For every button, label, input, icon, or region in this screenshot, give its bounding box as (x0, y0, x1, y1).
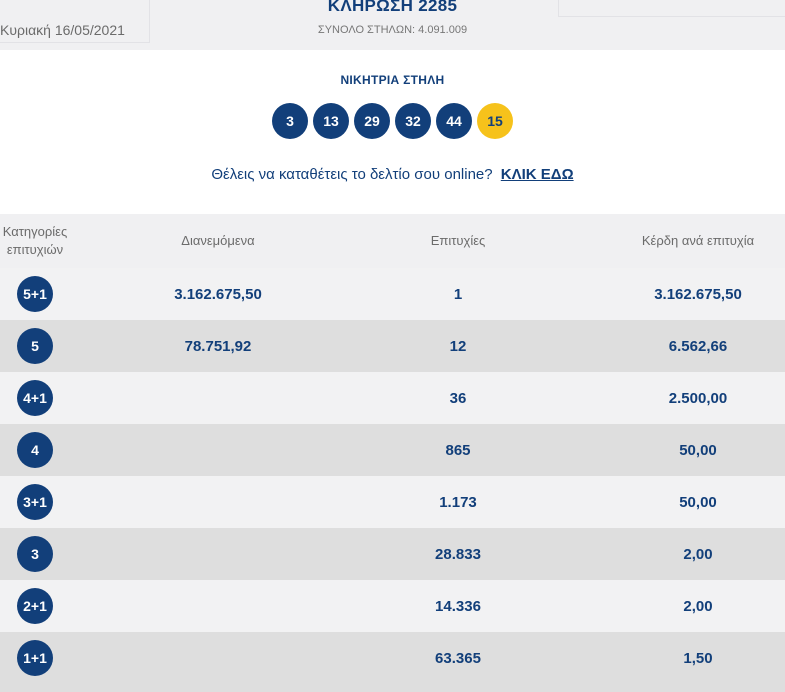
distributed-cell (118, 476, 318, 528)
distributed-cell (118, 632, 318, 684)
header-winners: Επιτυχίες (430, 233, 486, 248)
category-badge: 3 (17, 536, 53, 572)
distributed-cell (118, 424, 318, 476)
header-box-right (558, 0, 785, 17)
winning-numbers: 3 13 29 32 44 15 (0, 103, 785, 139)
click-here-link[interactable]: ΚΛΙΚ ΕΔΩ (500, 166, 574, 183)
category-badge: 2+1 (17, 588, 53, 624)
table-row: 4+1 36 2.500,00 (0, 372, 785, 424)
number-ball: 3 (272, 103, 308, 139)
winners-cell: 63.365 (435, 649, 481, 667)
table-row: 4 865 50,00 (0, 424, 785, 476)
draw-date: Κυριακή 16/05/2021 (0, 22, 125, 38)
distributed-cell: 3.162.675,50 (174, 285, 262, 303)
winners-cell: 12 (449, 337, 467, 355)
number-ball: 13 (313, 103, 349, 139)
distributed-cell: 78.751,92 (184, 337, 252, 355)
prize-cell: 6.562,66 (668, 337, 728, 355)
winners-cell: 36 (449, 389, 467, 407)
table-row: 3 28.833 2,00 (0, 528, 785, 580)
joker-ball: 15 (477, 103, 513, 139)
distributed-cell (118, 528, 318, 580)
winners-cell: 1 (453, 285, 463, 303)
category-badge: 5+1 (17, 276, 53, 312)
table-header: Κατηγορίες επιτυχιών Διανεμόμενα Επιτυχί… (0, 214, 785, 268)
prize-cell: 2.500,00 (668, 389, 728, 407)
table-row: 3+1 1.173 50,00 (0, 476, 785, 528)
table-row: 5+1 3.162.675,50 1 3.162.675,50 (0, 268, 785, 320)
winners-cell: 14.336 (435, 597, 481, 615)
promo-text: Θέλεις να καταθέτεις το δελτίο σου onlin… (211, 166, 493, 183)
date-box (0, 0, 150, 43)
distributed-cell (118, 372, 318, 424)
prize-cell: 1,50 (683, 649, 713, 667)
header-distributed: Διανεμόμενα (181, 233, 255, 248)
draw-title: ΚΛΗΡΩΣΗ 2285 (327, 0, 458, 15)
category-badge: 4+1 (17, 380, 53, 416)
total-columns: ΣΥΝΟΛΟ ΣΤΗΛΩΝ: 4.091.009 (317, 24, 468, 36)
table-row: 2+1 14.336 2,00 (0, 580, 785, 632)
prize-cell: 50,00 (679, 493, 717, 511)
winning-column-title: ΝΙΚΗΤΡΙΑ ΣΤΗΛΗ (340, 73, 445, 87)
header-category: Κατηγορίες επιτυχιών (2, 224, 68, 257)
prize-cell: 50,00 (679, 441, 717, 459)
category-badge: 1+1 (17, 640, 53, 676)
category-badge: 4 (17, 432, 53, 468)
category-badge: 3+1 (17, 484, 53, 520)
prize-cell: 2,00 (683, 545, 713, 563)
header-prize: Κέρδη ανά επιτυχία (641, 233, 755, 248)
winners-cell: 865 (445, 441, 471, 459)
table-row: 5 78.751,92 12 6.562,66 (0, 320, 785, 372)
number-ball: 32 (395, 103, 431, 139)
prize-cell: 3.162.675,50 (654, 285, 742, 303)
online-promo: Θέλεις να καταθέτεις το δελτίο σου onlin… (0, 166, 785, 183)
header-bar: Κυριακή 16/05/2021 ΚΛΗΡΩΣΗ 2285 ΣΥΝΟΛΟ Σ… (0, 0, 785, 50)
distributed-cell (118, 580, 318, 632)
category-badge: 5 (17, 328, 53, 364)
number-ball: 29 (354, 103, 390, 139)
table-row: 1+1 63.365 1,50 (0, 632, 785, 692)
prize-cell: 2,00 (683, 597, 713, 615)
winners-cell: 1.173 (439, 493, 477, 511)
number-ball: 44 (436, 103, 472, 139)
winners-cell: 28.833 (435, 545, 481, 563)
